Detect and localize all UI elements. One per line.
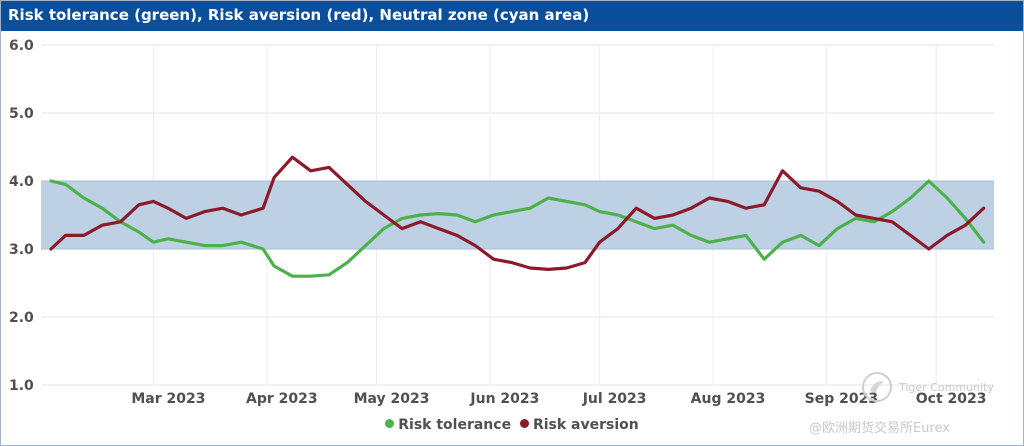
y-tick-label: 4.0 [9,174,34,190]
watermark-text: Tiger Community [899,381,994,394]
x-tick-label: Mar 2023 [131,391,205,407]
x-tick-label: Jul 2023 [582,391,647,407]
y-tick-label: 1.0 [9,378,34,394]
series-line-risk-aversion [49,155,986,271]
x-axis: Mar 2023 Apr 2023 May 2023 Jun 2023 Jul 2023… [131,391,986,407]
x-tick-label: Apr 2023 [246,391,318,407]
title-bar: Risk tolerance (green), Risk aversion (r… [1,1,1023,31]
y-tick-label: 6.0 [9,38,34,54]
x-tick-label: Sep 2023 [805,391,878,407]
legend-item-risk-aversion[interactable]: Risk aversion [519,417,639,433]
tiger-logo-icon [862,372,892,402]
legend-item-risk-tolerance[interactable]: Risk tolerance [385,417,511,433]
y-axis: 1.0 2.0 3.0 4.0 5.0 6.0 [9,38,34,394]
legend-label: Risk aversion [532,417,639,433]
watermark-handle: @欧洲期货交易所Eurex [809,421,950,436]
x-tick-label: Aug 2023 [691,391,766,407]
x-tick-label: Oct 2023 [916,391,987,407]
legend-marker-green [385,419,395,428]
neutral-zone-layer [41,180,994,250]
watermark: Tiger Community @欧洲期货交易所Eurex [809,369,1019,439]
series-layer [49,155,986,278]
x-tick-label: May 2023 [354,391,430,407]
legend: Risk tolerance Risk aversion [1,417,1023,433]
y-tick-label: 3.0 [9,242,34,258]
series-line-risk-tolerance [49,179,986,278]
y-tick-label: 5.0 [9,106,34,122]
legend-label: Risk tolerance [398,417,512,433]
legend-marker-red [519,419,529,428]
x-tick-label: Jun 2023 [469,391,539,407]
chart-title: Risk tolerance (green), Risk aversion (r… [8,6,590,24]
y-tick-label: 2.0 [9,310,34,326]
neutral-zone [41,181,994,249]
